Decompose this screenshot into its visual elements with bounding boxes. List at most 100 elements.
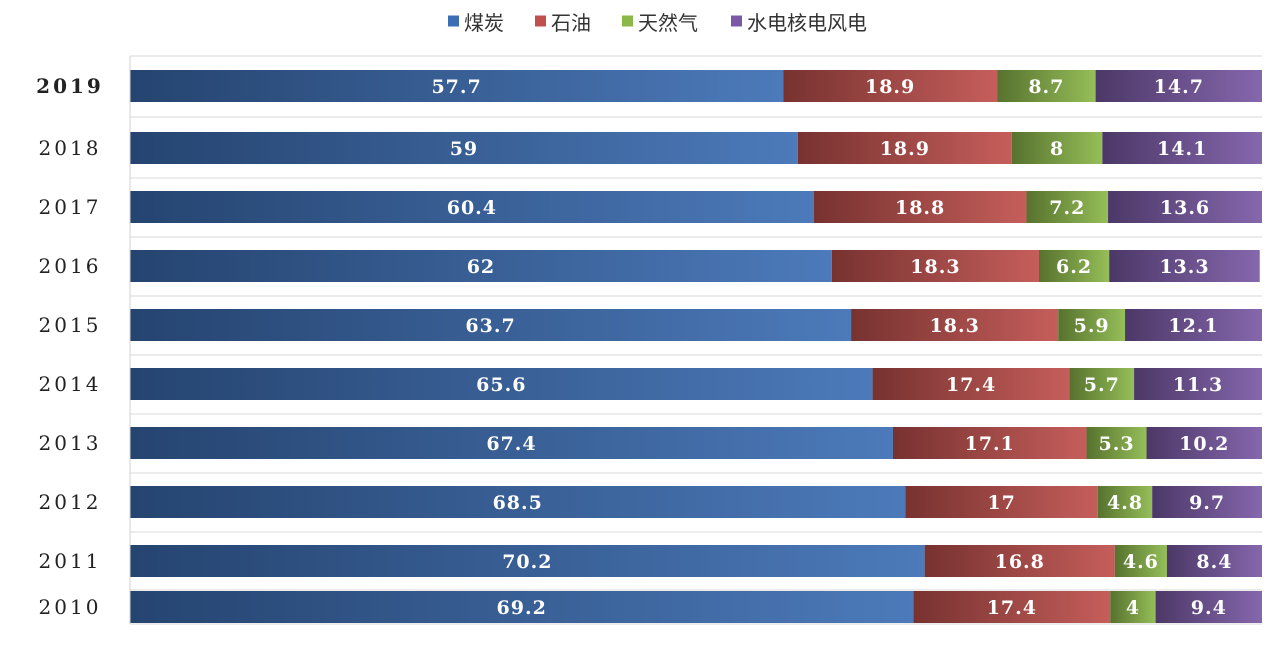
legend-item: 天然气 bbox=[622, 11, 698, 35]
data-label: 13.6 bbox=[1160, 197, 1210, 219]
data-label: 67.4 bbox=[486, 433, 536, 455]
plot-area: 2019 57.7 18.9 8.7 14.7 2018 59 18.9 8 14.1 2017 60… bbox=[36, 55, 1262, 625]
data-label: 65.6 bbox=[476, 374, 526, 396]
category-label: 2018 bbox=[39, 136, 102, 160]
legend-swatch bbox=[731, 15, 742, 27]
category-label: 2013 bbox=[39, 431, 102, 455]
data-label: 10.2 bbox=[1179, 433, 1229, 455]
category-label: 2019 bbox=[36, 74, 104, 98]
bar-segment bbox=[1026, 191, 1109, 223]
category-label: 2014 bbox=[39, 372, 102, 396]
category-label: 2010 bbox=[39, 595, 102, 619]
legend-label: 天然气 bbox=[638, 11, 698, 35]
data-label: 18.3 bbox=[910, 256, 960, 278]
data-label: 4 bbox=[1126, 597, 1140, 619]
bar-segment bbox=[1095, 70, 1262, 102]
data-label: 5.3 bbox=[1099, 433, 1135, 455]
bar-segment bbox=[872, 368, 1070, 400]
bar-segment bbox=[130, 309, 852, 341]
bar-segment bbox=[130, 368, 873, 400]
data-label: 18.9 bbox=[880, 138, 930, 160]
data-label: 13.3 bbox=[1159, 256, 1209, 278]
bar-segment bbox=[913, 591, 1111, 623]
data-label: 4.6 bbox=[1123, 551, 1159, 573]
legend-swatch bbox=[535, 15, 546, 27]
data-label: 16.8 bbox=[995, 551, 1045, 573]
legend-item: 煤炭 bbox=[448, 11, 504, 35]
legend-item: 水电核电风电 bbox=[731, 11, 867, 35]
category-label: 2012 bbox=[39, 490, 102, 514]
data-label: 12.1 bbox=[1168, 315, 1218, 337]
bar-segment bbox=[130, 545, 925, 577]
bar-segment bbox=[1069, 368, 1135, 400]
data-label: 5.7 bbox=[1084, 374, 1120, 396]
data-label: 17.4 bbox=[987, 597, 1037, 619]
data-label: 7.2 bbox=[1049, 197, 1085, 219]
data-label: 70.2 bbox=[502, 551, 552, 573]
data-label: 60.4 bbox=[447, 197, 497, 219]
data-label: 11.3 bbox=[1173, 374, 1223, 396]
bar-segment bbox=[1146, 427, 1262, 459]
data-label: 8 bbox=[1050, 138, 1064, 160]
legend-swatch bbox=[448, 15, 459, 27]
bar-segment bbox=[797, 132, 1012, 164]
bar-segment bbox=[1102, 132, 1262, 164]
data-label: 8.7 bbox=[1028, 76, 1064, 98]
bar-segment bbox=[1114, 545, 1167, 577]
bar-segment bbox=[130, 250, 832, 282]
data-label: 17 bbox=[987, 492, 1015, 514]
bar-segment bbox=[1011, 132, 1103, 164]
bar-segment bbox=[1125, 309, 1262, 341]
bar-segment bbox=[1097, 486, 1153, 518]
data-label: 9.7 bbox=[1189, 492, 1225, 514]
category-label: 2017 bbox=[39, 195, 102, 219]
data-label: 6.2 bbox=[1056, 256, 1092, 278]
legend-item: 石油 bbox=[535, 11, 591, 35]
bar-segment bbox=[905, 486, 1098, 518]
bar-segment bbox=[1152, 486, 1262, 518]
bar-segment bbox=[130, 486, 906, 518]
data-label: 68.5 bbox=[493, 492, 543, 514]
legend-swatch bbox=[622, 15, 633, 27]
bar-segment bbox=[783, 70, 998, 102]
data-label: 4.8 bbox=[1107, 492, 1143, 514]
legend-label: 煤炭 bbox=[464, 11, 504, 35]
data-label: 18.8 bbox=[895, 197, 945, 219]
bar-segment bbox=[997, 70, 1096, 102]
data-label: 14.1 bbox=[1157, 138, 1207, 160]
bar-segment bbox=[1166, 545, 1262, 577]
category-label: 2016 bbox=[39, 254, 102, 278]
category-label: 2011 bbox=[39, 549, 102, 573]
bar-segment bbox=[130, 132, 798, 164]
bar-segment bbox=[924, 545, 1115, 577]
data-label: 9.4 bbox=[1191, 597, 1227, 619]
bar-segment bbox=[130, 70, 784, 102]
legend-label: 石油 bbox=[551, 11, 591, 35]
bar-segment bbox=[1108, 191, 1262, 223]
bar-segment bbox=[892, 427, 1087, 459]
bar-segment bbox=[1155, 591, 1262, 623]
bar-segment bbox=[813, 191, 1027, 223]
bar-segment bbox=[1058, 309, 1126, 341]
bar-segment bbox=[831, 250, 1039, 282]
bar-segment bbox=[851, 309, 1059, 341]
bar-segment bbox=[130, 427, 893, 459]
bar-segment bbox=[1039, 250, 1110, 282]
bar-segment bbox=[1109, 250, 1260, 282]
data-label: 18.3 bbox=[930, 315, 980, 337]
data-label: 69.2 bbox=[497, 597, 547, 619]
bar-segment bbox=[1086, 427, 1147, 459]
category-label: 2015 bbox=[39, 313, 102, 337]
data-label: 57.7 bbox=[431, 76, 481, 98]
bar-segment bbox=[130, 191, 814, 223]
data-label: 18.9 bbox=[865, 76, 915, 98]
bar-segment bbox=[1134, 368, 1262, 400]
data-label: 17.4 bbox=[946, 374, 996, 396]
data-label: 17.1 bbox=[965, 433, 1015, 455]
legend-label: 水电核电风电 bbox=[747, 11, 867, 35]
legend: 煤炭 石油 天然气 水电核电风电 bbox=[448, 11, 867, 35]
bar-segment bbox=[1110, 591, 1156, 623]
data-label: 14.7 bbox=[1154, 76, 1204, 98]
